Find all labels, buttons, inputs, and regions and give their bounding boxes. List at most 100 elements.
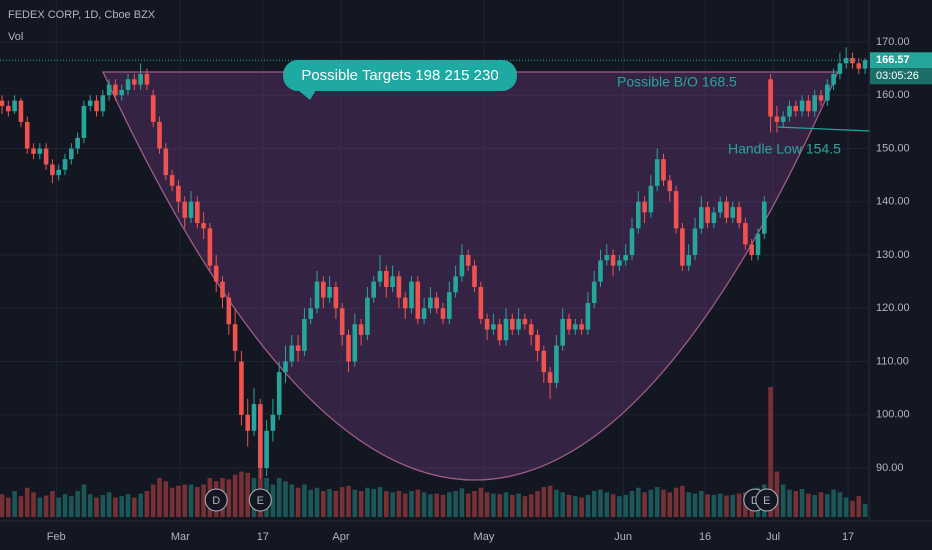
volume-bar (541, 487, 547, 517)
candle-body (724, 201, 729, 218)
volume-bar (812, 494, 817, 517)
x-tick-label: May (474, 531, 495, 543)
volume-bar (572, 496, 578, 517)
candle-body (535, 334, 540, 351)
volume-bar (591, 491, 597, 517)
candle-body (610, 255, 616, 266)
volume-bar (100, 494, 106, 517)
callout-text: Possible Targets 198 215 230 (301, 67, 498, 84)
volume-bar (453, 491, 458, 517)
candle-body (824, 84, 830, 101)
event-marker (755, 488, 779, 512)
volume-bar (447, 492, 452, 517)
volume-bar (421, 492, 427, 517)
volume-bar (623, 494, 628, 517)
volume-bar (396, 491, 402, 517)
volume-bar (321, 491, 326, 517)
candle-body (100, 95, 106, 112)
candle-body (169, 175, 175, 186)
volume-bar (245, 472, 251, 517)
candle-body (94, 100, 99, 112)
volume-bar (692, 493, 698, 517)
candle-body (302, 318, 307, 351)
candle-body (667, 180, 673, 192)
candle-body (705, 207, 710, 224)
volume-bar (642, 492, 647, 517)
volume-bar (491, 493, 496, 517)
candle-body (195, 201, 200, 224)
volume-bar (629, 491, 635, 517)
candle-body (157, 121, 162, 149)
candle-body (459, 255, 465, 277)
x-tick-label: Apr (332, 531, 349, 543)
volume-bar (698, 491, 704, 517)
candle-body (207, 228, 213, 266)
volume-bar (617, 496, 622, 517)
volume-bar (409, 491, 414, 517)
candle-body (440, 308, 446, 319)
candle-body (308, 308, 314, 319)
candle-body (150, 95, 156, 122)
volume-bar (50, 491, 55, 517)
candle-body (528, 324, 534, 335)
candle-body (289, 345, 295, 362)
candle-body (484, 318, 490, 330)
candle-body (768, 79, 773, 117)
candle-body (321, 281, 326, 298)
candle-body (585, 302, 591, 330)
symbol-title: FEDEX CORP, 1D, Cboe BZX (8, 9, 156, 21)
candle-body (283, 361, 288, 373)
last-price-label: 166.57 (876, 54, 910, 66)
x-tick-label: Mar (171, 531, 190, 543)
volume-bar (195, 487, 200, 517)
candle-body (793, 105, 799, 112)
volume-bar (37, 497, 43, 517)
candle-body (686, 255, 691, 266)
volume-bar (106, 492, 112, 517)
volume-bar (472, 491, 477, 517)
volume-bar (62, 494, 68, 517)
volume-bar (843, 497, 849, 517)
y-tick-label: 110.00 (876, 355, 909, 367)
volume-bar (314, 487, 320, 517)
volume-bar (497, 494, 502, 517)
candle-body (761, 201, 767, 234)
volume-bar (478, 487, 484, 517)
candle-body (24, 121, 30, 149)
candle-body (113, 84, 118, 96)
y-tick-label: 130.00 (876, 249, 910, 261)
candle-body (862, 60, 868, 69)
candle-body (806, 100, 811, 112)
volume-bar (283, 481, 288, 517)
volume-bar (333, 491, 339, 517)
x-tick-label: Jun (614, 531, 632, 543)
candle-body (176, 185, 181, 202)
countdown-box (870, 68, 932, 85)
volume-bar (188, 484, 194, 517)
candle-body (692, 228, 698, 256)
volume-bar (358, 491, 364, 517)
volume-bar (56, 497, 62, 517)
last-price-box (870, 52, 932, 69)
candle-body (604, 255, 610, 261)
candle-body (428, 297, 433, 309)
candle-body (497, 324, 502, 341)
volume-bar (295, 487, 301, 517)
volume-bar (31, 492, 36, 517)
candle-body (856, 63, 862, 69)
candle-body (258, 404, 263, 469)
volume-bar (579, 497, 584, 517)
candle-body (270, 414, 276, 431)
volume-bar (144, 491, 150, 517)
candle-body (509, 318, 515, 330)
candle-body (62, 159, 68, 170)
candle-body (333, 286, 339, 309)
volume-bar (182, 484, 188, 517)
volume-bar (163, 481, 169, 517)
volume-bar (598, 489, 603, 517)
volume-bar (793, 491, 799, 517)
volume-bar (402, 493, 408, 517)
volume-bar (831, 489, 836, 517)
volume-bar (12, 491, 17, 517)
